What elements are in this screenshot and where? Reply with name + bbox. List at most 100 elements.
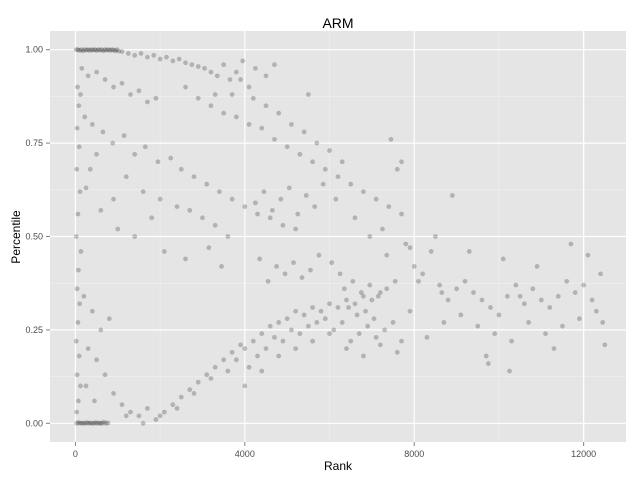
scatter-point: [305, 92, 311, 97]
scatter-point: [286, 185, 292, 191]
scatter-point: [337, 271, 343, 277]
scatter-point: [78, 92, 83, 97]
scatter-point: [168, 155, 174, 161]
scatter-point: [577, 316, 582, 322]
scatter-point: [250, 338, 256, 344]
scatter-point: [86, 420, 91, 426]
scatter-point: [301, 312, 307, 318]
scatter-point: [329, 260, 335, 266]
scatter-point: [89, 47, 94, 53]
scatter-point: [367, 282, 373, 288]
scatter-point: [433, 234, 438, 239]
scatter-point: [204, 181, 210, 187]
scatter-point: [195, 379, 201, 385]
scatter-point: [157, 196, 163, 202]
scatter-point: [132, 234, 138, 239]
scatter-point: [310, 338, 315, 344]
scatter-point: [94, 420, 100, 426]
scatter-point: [293, 226, 299, 232]
scatter-point: [136, 413, 142, 419]
scatter-point: [206, 245, 212, 251]
scatter-point: [263, 73, 269, 79]
scatter-point: [219, 263, 224, 269]
scatter-point: [259, 125, 265, 131]
scatter-point: [92, 420, 98, 425]
scatter-point: [112, 48, 118, 54]
scatter-point: [195, 95, 201, 101]
scatter-point: [303, 193, 309, 198]
scatter-point: [78, 249, 84, 254]
scatter-point: [76, 353, 82, 359]
scatter-point: [132, 151, 138, 157]
scatter-point: [416, 278, 421, 284]
scatter-point: [212, 222, 218, 228]
scatter-point: [157, 56, 163, 62]
scatter-point: [310, 305, 315, 310]
scatter-point: [496, 312, 502, 318]
scatter-point: [153, 417, 159, 422]
scatter-point: [119, 402, 125, 408]
scatter-point: [253, 65, 258, 71]
scatter-point: [73, 47, 79, 53]
scatter-point: [310, 159, 315, 165]
scatter-point: [373, 196, 379, 202]
scatter-point: [352, 301, 358, 307]
scatter-point: [73, 338, 79, 344]
scatter-point: [267, 215, 273, 221]
scatter-point: [386, 204, 392, 210]
scatter-point: [242, 204, 248, 210]
scatter-point: [187, 387, 193, 393]
scatter-point: [89, 420, 95, 426]
scatter-point: [439, 290, 445, 295]
scatter-point: [543, 331, 548, 337]
scatter-point: [111, 196, 116, 202]
scatter-point: [297, 151, 303, 157]
scatter-point: [99, 420, 105, 426]
scatter-point: [229, 92, 235, 97]
scatter-point: [233, 357, 239, 363]
scatter-point: [114, 47, 120, 53]
scatter-point: [454, 286, 459, 292]
scatter-point: [73, 234, 79, 239]
scatter-point: [103, 420, 109, 426]
scatter-point: [227, 77, 233, 82]
scatter-point: [322, 316, 328, 322]
scatter-point: [83, 185, 89, 191]
grid-lines: [50, 31, 626, 442]
scatter-point: [74, 409, 80, 415]
scatter-point: [282, 271, 288, 277]
scatter-point: [157, 413, 163, 419]
scatter-point: [77, 48, 83, 53]
scatter-point: [95, 47, 101, 53]
scatter-point: [84, 47, 89, 53]
scatter-point: [74, 166, 80, 172]
scatter-point: [394, 349, 400, 355]
scatter-point: [492, 331, 498, 337]
scatter-point: [82, 114, 88, 120]
scatter-point: [272, 62, 277, 68]
scatter-point: [585, 252, 591, 258]
scatter-point: [84, 420, 90, 425]
scatter-point: [138, 51, 144, 56]
scatter-point: [272, 136, 277, 142]
scatter-point: [142, 144, 148, 150]
scatter-point: [121, 133, 127, 139]
scatter-point: [327, 148, 332, 153]
scatter-point: [170, 402, 176, 408]
scatter-point: [305, 323, 311, 329]
scatter-point: [75, 320, 81, 325]
scatter-point: [116, 48, 122, 54]
scatter-point: [78, 47, 84, 53]
scatter-point: [92, 398, 97, 404]
scatter-point: [119, 80, 125, 86]
y-axis-title: Percentile: [9, 210, 23, 264]
scatter-point: [119, 49, 125, 54]
scatter-point: [212, 92, 218, 97]
scatter-point: [509, 338, 515, 344]
scatter-point: [399, 338, 404, 344]
scatter-point: [365, 323, 371, 329]
scatter-point: [75, 47, 81, 53]
scatter-point: [530, 286, 536, 292]
scatter-point: [327, 331, 332, 337]
scatter-point: [371, 316, 377, 322]
